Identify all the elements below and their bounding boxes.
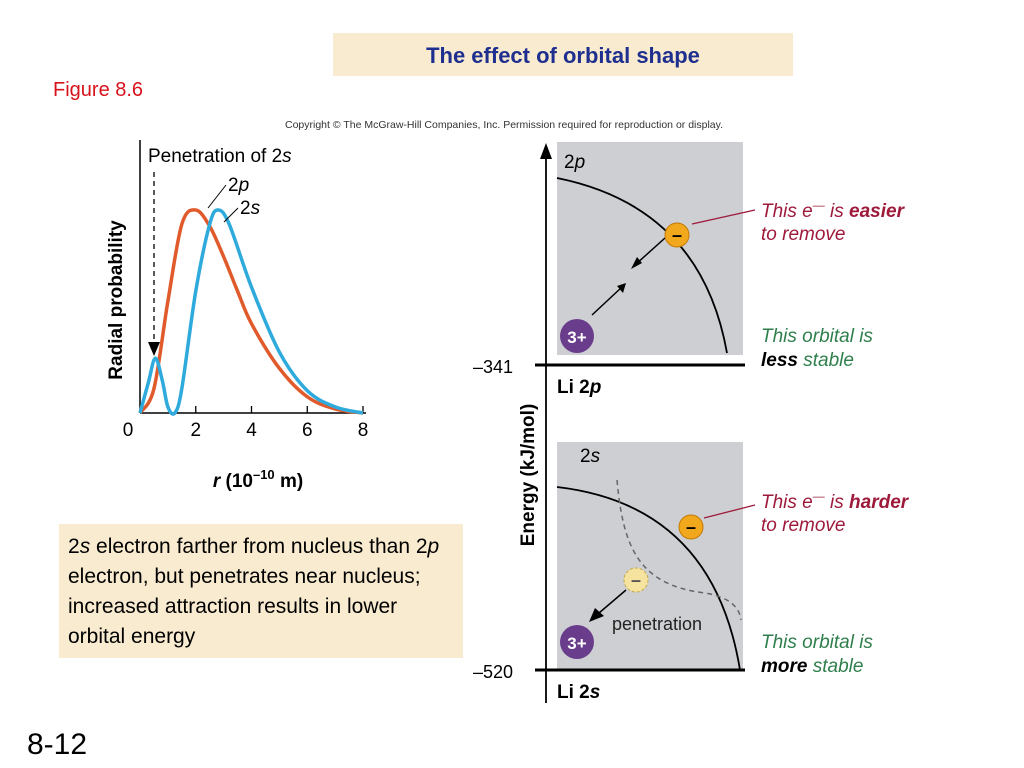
tick-label-520: –520 (473, 662, 513, 682)
panel-2p-label: 2p (564, 152, 585, 173)
x-tick-label: 4 (246, 420, 257, 441)
electron-2p (664, 222, 690, 248)
explanation-box: 2s electron farther from nucleus than 2p… (59, 524, 463, 658)
x-tick-label: 6 (302, 420, 313, 441)
level-label-li-2s: Li 2s (557, 682, 600, 703)
slide-number: 8-12 (27, 728, 88, 761)
slide-title: The effect of orbital shape (426, 43, 700, 68)
nucleus-2p-charge: 3+ (567, 328, 586, 347)
x-tick-label: 8 (358, 420, 369, 441)
x-tick-label: 2 (190, 420, 201, 441)
energy-axis-arrowhead (540, 143, 552, 159)
penetration-of-2s-label: Penetration of 2s (148, 146, 292, 167)
penetration-label: penetration (612, 614, 702, 634)
label-2p: 2p (228, 175, 249, 196)
label-2s: 2s (240, 198, 261, 219)
annotation-more-stable-line2: more stable (761, 656, 863, 677)
callout-line-2s (703, 504, 756, 519)
radial-y-label: Radial probability (106, 220, 127, 380)
radial-probability-plot: 0 2 4 6 8 Radial probability r (10–10 m) Pen… (106, 140, 369, 492)
distance-arrow-upper (634, 237, 666, 266)
figure-label: Figure 8.6 (53, 79, 144, 101)
x-tick-label: 0 (123, 420, 134, 441)
penetrating-electron-2s (623, 567, 649, 593)
orbit-arc-2s (556, 486, 741, 671)
nucleus-2s (560, 625, 594, 659)
tick-label-341: –341 (473, 357, 513, 377)
distance-arrowhead-lower (617, 283, 626, 293)
nucleus-2p (560, 319, 594, 353)
nucleus-2s-charge: 3+ (567, 634, 586, 653)
annotation-less-stable-line1: This orbital is (761, 326, 873, 347)
explanation-text: 2s electron farther from nucleus than 2p… (68, 535, 440, 648)
radial-curves (138, 208, 364, 416)
electron-2s (678, 514, 704, 540)
annotation-harder-line2: to remove (761, 515, 845, 536)
curve-2p (138, 208, 364, 415)
penetrating-electron-2s-sign: – (631, 570, 641, 590)
penetration-arrowhead-2s (589, 608, 604, 622)
x-ticks: 0 2 4 6 8 (123, 406, 369, 441)
panel-2s-label: 2s (580, 446, 601, 467)
label-2s-leader (223, 207, 239, 223)
energy-axis-label: Energy (kJ/mol) (518, 404, 539, 547)
annotation-harder-line1: This e— is harder (761, 489, 910, 513)
callout-line-2p (691, 209, 756, 225)
penetration-path (616, 479, 742, 621)
annotation-easier-line1: This e— is easier (761, 198, 906, 222)
energy-diagram: Energy (kJ/mol) –341 –520 Li 2p Li 2s 2p… (473, 142, 910, 703)
annotation-more-stable-line1: This orbital is (761, 632, 873, 653)
radial-axes (139, 140, 366, 414)
electron-2p-sign: – (672, 225, 682, 245)
penetration-arrowhead (148, 342, 160, 356)
copyright-notice: Copyright © The McGraw-Hill Companies, I… (285, 119, 724, 131)
distance-arrowhead-upper (631, 257, 642, 269)
label-2p-leader (207, 184, 227, 209)
annotation-easier-line2: to remove (761, 224, 845, 245)
curve-2s (138, 208, 364, 416)
title-box: The effect of orbital shape (333, 33, 793, 76)
distance-arrow-lower (591, 286, 623, 316)
electron-2s-sign: – (686, 517, 696, 537)
panel-2p (557, 142, 743, 355)
annotation-less-stable-line2: less stable (761, 350, 854, 371)
level-label-li-2p: Li 2p (557, 377, 601, 398)
penetration-arrow (598, 589, 627, 614)
radial-x-label: r (10–10 m) (213, 467, 303, 492)
